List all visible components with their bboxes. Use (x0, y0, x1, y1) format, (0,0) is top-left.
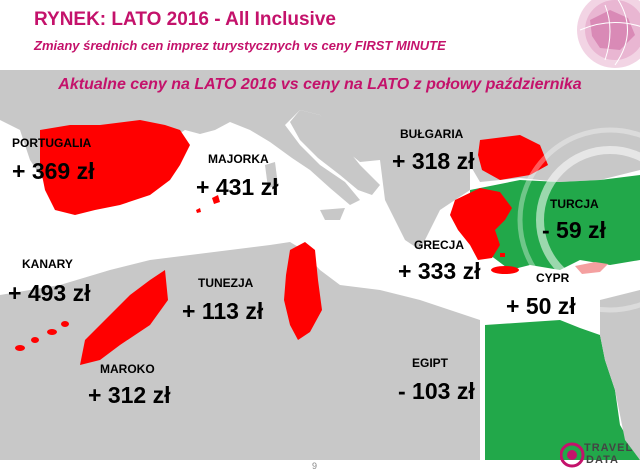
label-tunezja: TUNEZJA (198, 276, 254, 290)
deco-ring-b (517, 127, 640, 313)
greek-island-crete (491, 266, 519, 274)
value-maroko: + 312 zł (88, 382, 171, 408)
label-cypr: CYPR (536, 271, 570, 285)
label-portugalia: PORTUGALIA (12, 136, 92, 150)
label-maroko: MAROKO (100, 362, 155, 376)
cypr-shape (575, 262, 608, 274)
logo-text-data: DATA (586, 454, 619, 466)
value-egipt: - 103 zł (398, 378, 475, 404)
page-subtitle: Zmiany średnich cen imprez turystycznych… (34, 38, 446, 53)
label-egipt: EGIPT (412, 356, 449, 370)
page-title: RYNEK: LATO 2016 - All Inclusive (34, 9, 336, 30)
label-kanary: KANARY (22, 257, 73, 271)
label-bulgaria: BUŁGARIA (400, 127, 464, 141)
tunezja-shape (284, 242, 322, 340)
kanary-island-b (31, 337, 39, 343)
value-tunezja: + 113 zł (182, 298, 264, 324)
maroko-shape (80, 270, 168, 365)
kanary-island-d (61, 321, 69, 327)
logo-text-travel: TRAVEL (584, 442, 634, 454)
sicily (320, 208, 345, 220)
globe-decoration-icon (577, 0, 640, 68)
header: RYNEK: LATO 2016 - All Inclusive Zmiany … (0, 0, 640, 70)
majorka-shape (212, 195, 220, 204)
label-grecja: GRECJA (414, 238, 465, 252)
egipt-shape (485, 320, 640, 460)
headline: Aktualne ceny na LATO 2016 vs ceny na LA… (58, 76, 582, 93)
kanary-island-c (47, 329, 57, 335)
label-turcja: TURCJA (550, 197, 599, 211)
value-turcja: - 59 zł (542, 217, 606, 243)
deco-ring-a (536, 146, 640, 294)
page-number: 9 (312, 461, 318, 471)
north-africa-land (0, 242, 480, 460)
grecja-shape (450, 188, 512, 260)
value-portugalia: + 369 zł (12, 158, 95, 184)
value-cypr: + 50 zł (506, 293, 576, 319)
footer (0, 460, 640, 474)
value-kanary: + 493 zł (8, 280, 91, 306)
value-grecja: + 333 zł (398, 258, 481, 284)
europe-land (0, 70, 640, 210)
kanary-island-a (15, 345, 25, 351)
travel-data-logo-icon (560, 442, 585, 468)
portugalia-shape (40, 120, 190, 215)
levant-land (600, 290, 640, 460)
balearic-b (196, 208, 201, 213)
value-bulgaria: + 318 zł (392, 148, 475, 174)
greek-island-b (500, 253, 505, 257)
greek-island-a (490, 240, 496, 244)
balkans-land (380, 155, 470, 250)
italy-land (290, 110, 380, 195)
label-majorka: MAJORKA (208, 152, 269, 166)
value-majorka: + 431 zł (196, 174, 279, 200)
sardinia (265, 162, 278, 188)
turcja-shape (470, 175, 640, 270)
mediterranean-map (0, 70, 640, 460)
bulgaria-shape (478, 135, 548, 180)
